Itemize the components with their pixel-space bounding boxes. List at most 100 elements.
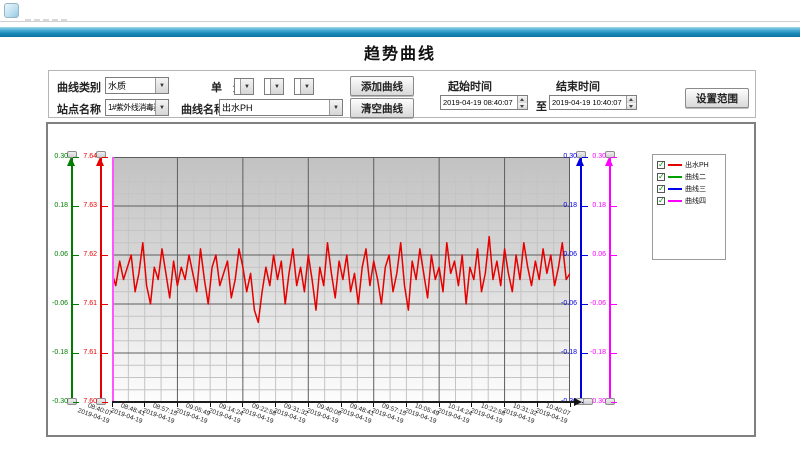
add-curve-button[interactable]: 添加曲线 <box>350 76 414 96</box>
x-axis-tick <box>405 403 407 407</box>
to-label: 至 <box>536 101 547 113</box>
chart-legend: ✓ 出水PH ✓ 曲线二 ✓ 曲线三 ✓ 曲线四 <box>652 154 726 260</box>
y-axis-tick <box>102 254 108 256</box>
curve-type-select[interactable]: 水质 ▼ <box>105 77 169 94</box>
y-axis-tick <box>102 303 108 305</box>
series-line-ph <box>111 235 571 324</box>
x-axis-scroll-thumb[interactable] <box>583 398 593 405</box>
y-axis-tick-label: -0.18 <box>52 349 68 356</box>
x-axis-tick <box>144 403 146 407</box>
legend-item: ✓ 曲线四 <box>653 195 725 207</box>
x-axis-tick <box>307 403 309 407</box>
legend-checkbox[interactable]: ✓ <box>657 184 665 193</box>
chevron-down-icon[interactable]: ▼ <box>240 79 253 94</box>
y-axis-scroll-thumb-top[interactable] <box>576 151 586 158</box>
legend-checkbox[interactable]: ✓ <box>657 196 665 205</box>
set-range-button[interactable]: 设置范围 <box>685 88 749 108</box>
station-label: 站点名称 <box>57 104 101 116</box>
end-time-label: 结束时间 <box>556 81 600 93</box>
y-axis-tick <box>582 205 588 207</box>
chart-panel: 0.30 0.18 0.06 -0.06 -0.18 -0.30 7.64 7.63 7.62 7… <box>46 122 756 437</box>
y-axis-tick-label: 0.30 <box>54 153 68 160</box>
legend-label: 曲线四 <box>685 198 706 205</box>
start-time-label: 起始时间 <box>448 81 492 93</box>
legend-item: ✓ 曲线三 <box>653 183 725 195</box>
curve-type-value: 水质 <box>108 81 127 91</box>
unit-select-1[interactable]: ▼ <box>234 78 254 95</box>
chevron-down-icon[interactable]: ▼ <box>329 100 342 115</box>
y-axis-scroll-thumb-top[interactable] <box>96 151 106 158</box>
spinner-icon[interactable] <box>517 96 527 109</box>
x-axis-tick <box>569 403 571 407</box>
header-accent-bar <box>0 27 800 37</box>
legend-line-swatch <box>668 176 682 178</box>
y-axis-tick <box>611 303 617 305</box>
end-time-input[interactable]: 2019-04-19 10:40:07 <box>549 95 637 110</box>
chevron-down-icon[interactable]: ▼ <box>300 79 313 94</box>
y-axis-arrow-icon <box>96 157 104 166</box>
y-axis-scroll-thumb-top[interactable] <box>67 151 77 158</box>
start-time-input[interactable]: 2019-04-19 08:40:07 <box>440 95 528 110</box>
x-axis-tick <box>242 403 244 407</box>
chevron-down-icon[interactable]: ▼ <box>270 79 283 94</box>
curve-type-label: 曲线类别 <box>57 82 101 94</box>
station-select[interactable]: 1#紫外线消毒渠 ▼ <box>105 99 169 116</box>
y-axis-tick-label: 7.61 <box>83 349 97 356</box>
chevron-down-icon[interactable]: ▼ <box>155 100 168 115</box>
y-axis-tick <box>611 401 617 403</box>
trend-chart <box>111 157 571 402</box>
y-axis-tick-label: 0.18 <box>54 202 68 209</box>
curve-name-value: 出水PH <box>222 103 253 113</box>
chevron-down-icon[interactable]: ▼ <box>155 78 168 93</box>
y-axis-tick-label: 0.06 <box>592 251 606 258</box>
y-axis-tick-label: -0.30 <box>52 398 68 405</box>
x-axis-tick <box>536 403 538 407</box>
legend-label: 曲线三 <box>685 186 706 193</box>
y-axis-tick <box>611 254 617 256</box>
toolbar-panel: 曲线类别 水质 ▼ 单 元 ▼ ▼ ▼ 添加曲线 站点名称 1#紫外线消毒渠 ▼… <box>48 70 756 118</box>
y-axis-tick-label: -0.18 <box>561 349 577 356</box>
curve-name-label: 曲线名称 <box>181 104 225 116</box>
legend-line-swatch <box>668 200 682 202</box>
spinner-icon[interactable] <box>626 96 636 109</box>
y-axis-tick-label: -0.30 <box>590 398 606 405</box>
legend-line-swatch <box>668 188 682 190</box>
clear-curve-button[interactable]: 清空曲线 <box>350 98 414 118</box>
legend-checkbox[interactable]: ✓ <box>657 160 665 169</box>
legend-line-swatch <box>668 164 682 166</box>
legend-checkbox[interactable]: ✓ <box>657 172 665 181</box>
y-axis-arrow-icon <box>576 157 584 166</box>
y-axis-tick <box>102 205 108 207</box>
y-axis-tick <box>73 303 79 305</box>
y-axis-tick-label: 0.06 <box>54 251 68 258</box>
y-axis-line-curve3-axis <box>580 157 582 402</box>
unit-select-2[interactable]: ▼ <box>264 78 284 95</box>
curve-name-select[interactable]: 出水PH ▼ <box>219 99 343 116</box>
y-axis-tick <box>582 303 588 305</box>
y-axis-tick <box>582 156 588 158</box>
y-axis-arrow-icon <box>605 157 613 166</box>
y-axis-tick-label: 7.64 <box>83 153 97 160</box>
chrome-divider <box>0 21 800 22</box>
y-axis-tick-label: 0.06 <box>563 251 577 258</box>
end-time-value: 2019-04-19 10:40:07 <box>552 98 622 107</box>
y-axis-arrow-icon <box>67 157 75 166</box>
x-axis-tick <box>471 403 473 407</box>
y-axis-line-ph-axis <box>100 157 102 402</box>
y-axis-tick-label: 0.30 <box>563 153 577 160</box>
y-axis-tick <box>73 352 79 354</box>
browser-favicon-icon <box>4 3 19 18</box>
y-axis-tick <box>582 352 588 354</box>
unit-select-3[interactable]: ▼ <box>294 78 314 95</box>
y-axis-tick-label: 7.62 <box>83 251 97 258</box>
y-axis-tick-label: -0.06 <box>590 300 606 307</box>
y-axis-line-curve2-axis <box>71 157 73 402</box>
y-axis-tick <box>73 205 79 207</box>
x-axis-tick <box>373 403 375 407</box>
window-chrome-artifact <box>25 19 67 22</box>
y-axis-scroll-thumb-top[interactable] <box>605 151 615 158</box>
y-axis-tick-label: 7.60 <box>83 398 97 405</box>
page-title: 趋势曲线 <box>363 46 436 63</box>
y-axis-tick <box>102 352 108 354</box>
y-axis-tick <box>611 205 617 207</box>
